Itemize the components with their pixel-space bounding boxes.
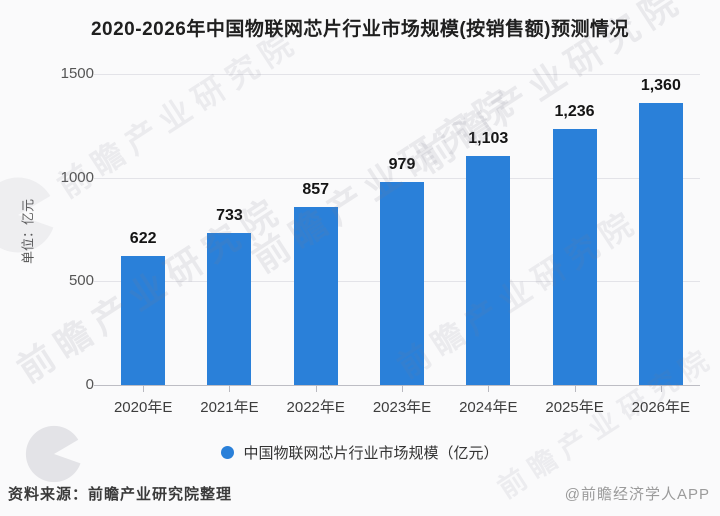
y-tick-label: 1500 [60,65,94,82]
x-tick-label: 2020年E [113,399,173,416]
footer: 资料来源：前瞻产业研究院整理 @前瞻经济学人APP [0,481,720,507]
x-tick-label: 2024年E [459,399,518,416]
x-tick-mark [660,385,662,392]
bar-value-label: 733 [216,207,243,225]
credit-note: @前瞻经济学人APP [564,486,710,503]
x-tick-mark [574,385,576,392]
chart-title: 2020-2026年中国物联网芯片行业市场规模(按销售额)预测情况 [90,19,630,40]
bar [466,156,511,385]
bar [121,256,166,385]
y-tick-label: 1000 [60,168,94,186]
legend-label: 中国物联网芯片行业市场规模（亿元） [243,444,499,462]
x-tick-label: 2021年E [200,399,259,416]
bar [207,233,252,385]
legend: 中国物联网芯片行业市场规模（亿元） [0,440,720,464]
gridline [94,74,700,75]
plot-area: 0 500 1000 1500 622 2020年E 733 2021年E 857 2022年E 9… [61,65,704,416]
x-tick-label: 2022年E [286,399,345,416]
bar-value-label: 1,360 [640,77,681,95]
y-tick-label: 500 [68,272,94,290]
x-tick-label: 2023年E [372,399,432,416]
x-tick-mark [488,385,490,392]
x-tick-mark [402,385,403,392]
y-tick-label: 0 [85,376,94,393]
bar [552,128,597,385]
bar-value-label: 857 [302,181,330,199]
x-axis-line [94,385,700,386]
bar-value-label: 622 [129,230,157,248]
bar-value-label: 1,103 [468,130,509,148]
bar [638,103,683,385]
x-tick-label: 2025年E [545,399,604,416]
bar [380,182,424,385]
bar-value-label: 1,236 [554,102,595,120]
bar [293,207,338,385]
x-tick-label: 2026年E [631,399,691,416]
x-tick-mark [143,385,145,392]
x-tick-mark [229,385,231,392]
bar-value-label: 979 [388,156,416,174]
gridline [94,177,700,179]
legend-marker-icon [221,445,235,459]
source-note: 资料来源：前瞻产业研究院整理 [8,486,233,503]
y-axis-title: 单位：亿元 [20,199,36,265]
x-tick-mark [315,385,317,392]
